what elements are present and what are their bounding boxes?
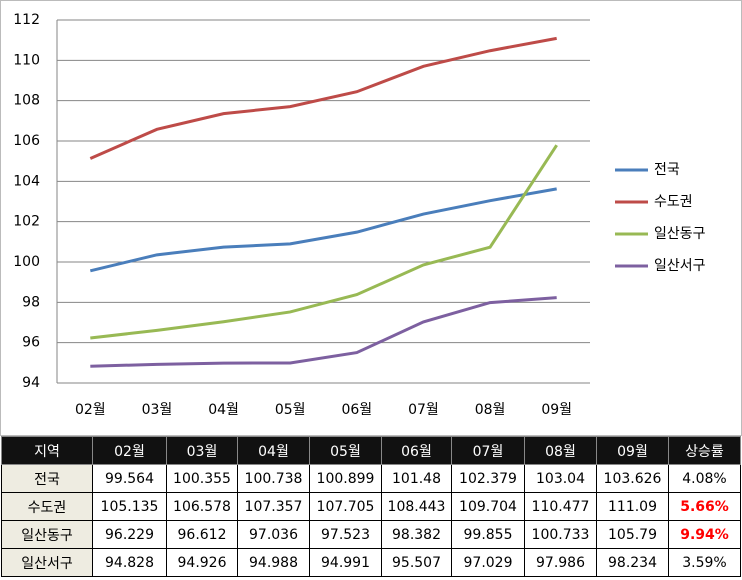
- legend-label: 일산서구: [654, 258, 706, 274]
- value-cell: 98.234: [596, 548, 669, 577]
- x-tick-label: 05월: [275, 402, 306, 418]
- header-cell: 07월: [451, 436, 525, 465]
- header-cell: 03월: [166, 436, 238, 465]
- rate-cell: 4.08%: [668, 464, 741, 493]
- value-cell: 100.899: [309, 464, 382, 493]
- series-line: [89, 187, 557, 273]
- table-row: 지역 02월 03월 04월 05월 06월 07월 08월 09월 상승률: [1, 436, 741, 465]
- value-cell: 98.382: [381, 520, 452, 549]
- value-cell: 100.738: [237, 464, 310, 493]
- table-row: 전국 99.564 100.355 100.738 100.899 101.48 102.3…: [1, 464, 741, 493]
- chart: 94 96 98 100 102 104 106 108 110 112 02월 03월 04월 05월 0…: [0, 0, 742, 436]
- value-cell: 99.564: [92, 464, 167, 493]
- y-tick-label: 108: [13, 93, 40, 109]
- region-cell: 전국: [1, 464, 93, 493]
- value-cell: 99.855: [451, 520, 525, 549]
- value-cell: 108.443: [381, 492, 452, 521]
- y-tick-label: 96: [22, 335, 40, 351]
- value-cell: 110.477: [524, 492, 597, 521]
- x-tick-label: 06월: [341, 402, 372, 418]
- x-tick-label: 03월: [142, 402, 173, 418]
- value-cell: 97.986: [524, 548, 597, 577]
- header-cell: 02월: [92, 436, 167, 465]
- header-cell: 지역: [1, 436, 93, 465]
- value-cell: 94.991: [309, 548, 382, 577]
- region-cell: 일산동구: [1, 520, 93, 549]
- x-tick-label: 08월: [475, 402, 506, 418]
- y-tick-label: 104: [13, 173, 40, 189]
- legend-label: 전국: [654, 162, 680, 178]
- value-cell: 96.612: [166, 520, 238, 549]
- value-cell: 103.04: [524, 464, 597, 493]
- value-cell: 100.733: [524, 520, 597, 549]
- value-cell: 103.626: [596, 464, 669, 493]
- x-tick-label: 02월: [75, 402, 106, 418]
- value-cell: 94.988: [237, 548, 310, 577]
- x-tick-label: 04월: [208, 402, 239, 418]
- value-cell: 97.523: [309, 520, 382, 549]
- header-cell: 06월: [381, 436, 452, 465]
- value-cell: 105.79: [596, 520, 669, 549]
- table-row: 수도권 105.135 106.578 107.357 107.705 108.443 10…: [1, 492, 741, 521]
- series-line: [90, 296, 557, 368]
- x-tick-label: 09월: [541, 402, 572, 418]
- rate-cell: 5.66%: [668, 492, 741, 521]
- value-cell: 101.48: [381, 464, 452, 493]
- value-cell: 102.379: [451, 464, 525, 493]
- y-tick-label: 112: [13, 12, 40, 28]
- y-tick-label: 98: [22, 294, 40, 310]
- x-tick-label: 07월: [408, 402, 439, 418]
- region-cell: 수도권: [1, 492, 93, 521]
- value-cell: 107.705: [309, 492, 382, 521]
- value-cell: 107.357: [237, 492, 310, 521]
- y-tick-label: 102: [13, 214, 40, 230]
- value-cell: 105.135: [92, 492, 167, 521]
- header-cell: 08월: [524, 436, 597, 465]
- y-tick-label: 94: [22, 375, 40, 391]
- legend-label: 일산동구: [654, 226, 706, 242]
- value-cell: 96.229: [92, 520, 167, 549]
- y-tick-label: 106: [13, 133, 40, 149]
- legend-label: 수도권: [654, 194, 693, 210]
- rate-cell: 3.59%: [668, 548, 741, 577]
- chart-border: [0, 0, 742, 436]
- series-line: [89, 36, 557, 160]
- header-cell: 상승률: [668, 436, 741, 465]
- data-table: 지역 02월 03월 04월 05월 06월 07월 08월 09월 상승률 전국 99.564 100…: [1, 436, 741, 577]
- value-cell: 109.704: [451, 492, 525, 521]
- header-cell: 04월: [237, 436, 310, 465]
- y-tick-label: 100: [13, 254, 40, 270]
- y-tick-label: 110: [13, 52, 40, 68]
- value-cell: 106.578: [166, 492, 238, 521]
- value-cell: 94.926: [166, 548, 238, 577]
- series-line: [90, 144, 558, 340]
- value-cell: 111.09: [596, 492, 669, 521]
- value-cell: 95.507: [381, 548, 452, 577]
- value-cell: 97.036: [237, 520, 310, 549]
- header-cell: 05월: [309, 436, 382, 465]
- value-cell: 97.029: [451, 548, 525, 577]
- table-row: 일산동구 96.229 96.612 97.036 97.523 98.382 99.855…: [1, 520, 741, 549]
- value-cell: 94.828: [92, 548, 167, 577]
- header-cell: 09월: [596, 436, 669, 465]
- region-cell: 일산서구: [1, 548, 93, 577]
- rate-cell: 9.94%: [668, 520, 741, 549]
- value-cell: 100.355: [166, 464, 238, 493]
- table-row: 일산서구 94.828 94.926 94.988 94.991 95.507 97.029…: [1, 548, 741, 577]
